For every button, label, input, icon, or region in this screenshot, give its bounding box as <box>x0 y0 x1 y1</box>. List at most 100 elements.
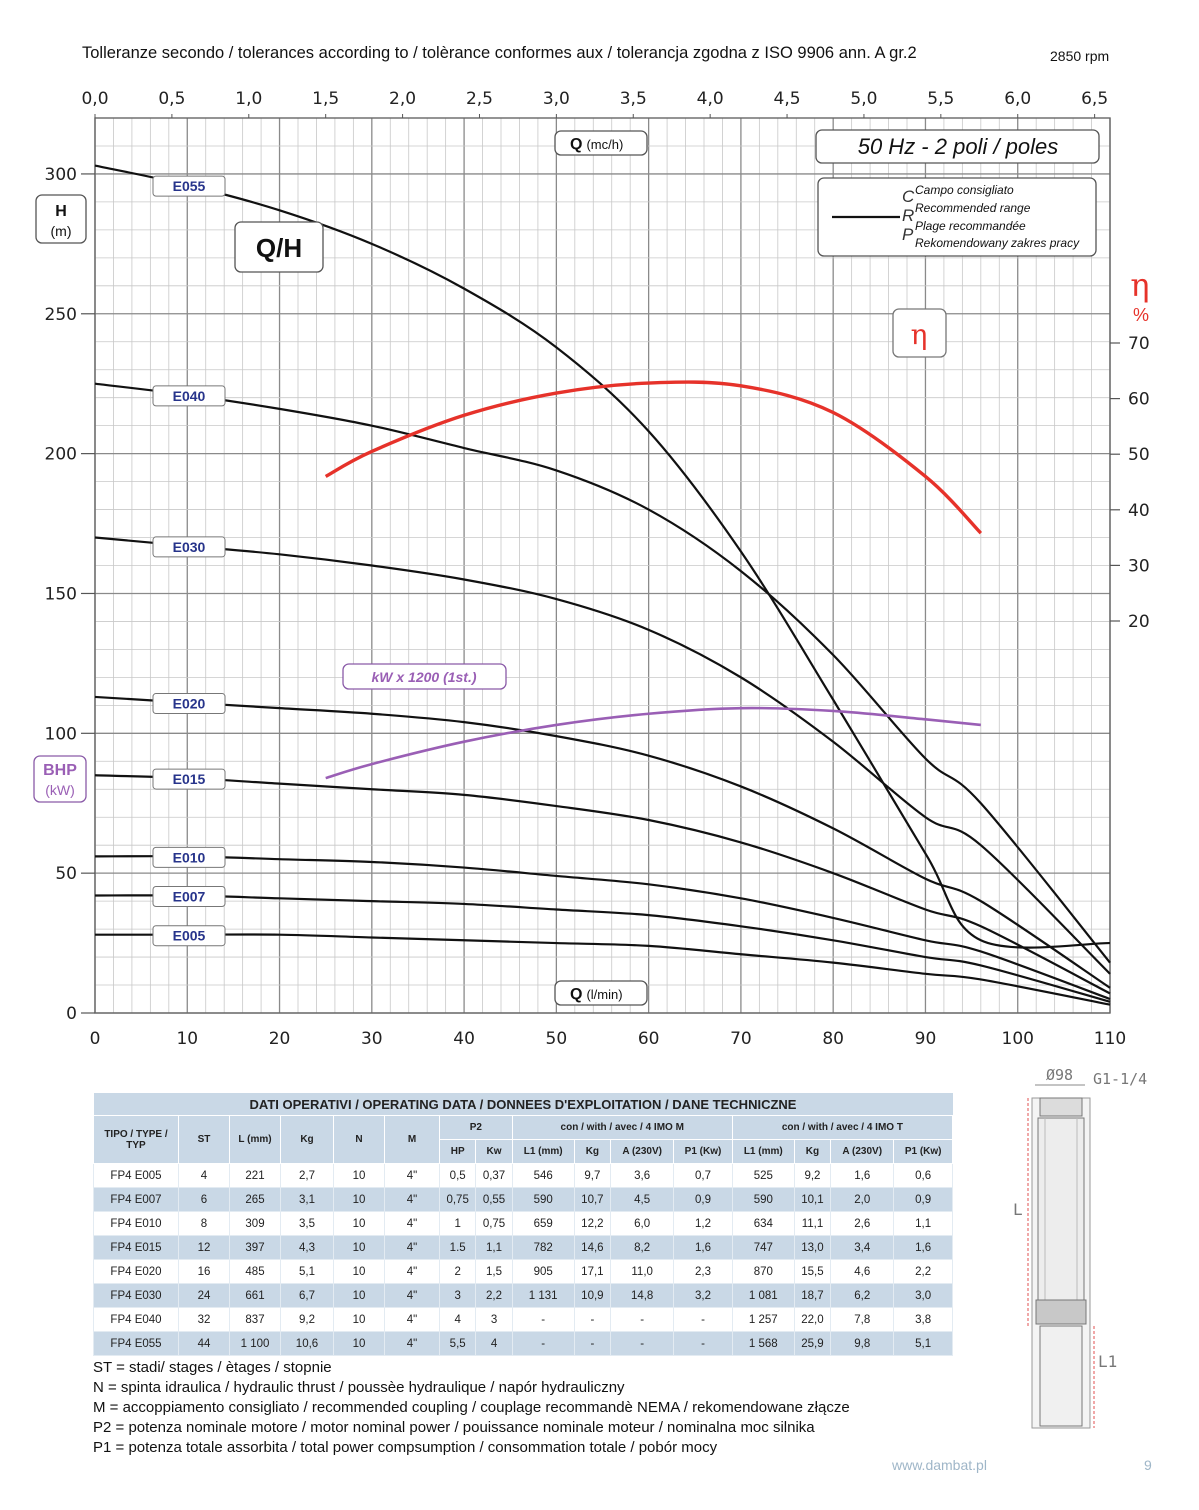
table-row: FP4 E040 32 837 9,2 10 4" 4 3- - - -1 257 22,0 7,8 3,… <box>93 1307 953 1332</box>
series-label-e055: E055 <box>173 178 206 194</box>
x-top-tick: 6,5 <box>1081 89 1108 109</box>
table-cell: 6,2 <box>830 1283 895 1308</box>
q-bottom-symbol: Q <box>570 986 582 1003</box>
table-cell: 6,7 <box>280 1283 334 1308</box>
table-cell: 22,0 <box>793 1307 832 1332</box>
table-cell: 12 <box>178 1235 230 1260</box>
table-cell: 1 257 <box>731 1307 795 1332</box>
head-curve-e005 <box>95 933 1111 1006</box>
x-bottom-tick: 80 <box>822 1029 844 1049</box>
series-label-e040: E040 <box>173 388 206 404</box>
table-cell: 3,4 <box>830 1235 895 1260</box>
y-left-tick: 50 <box>55 864 77 884</box>
table-cell: 0,5 <box>438 1163 477 1188</box>
table-cell: 2,3 <box>673 1259 733 1284</box>
group-p2: P2 <box>439 1115 513 1140</box>
table-cell: 0,75 <box>475 1211 513 1236</box>
eta-box-symbol: η <box>911 318 928 351</box>
note-st: ST = stadi/ stages / ètages / stopnie <box>93 1359 332 1376</box>
head-curve-e055 <box>94 164 1111 949</box>
table-cell: 1,6 <box>893 1235 953 1260</box>
x-bottom-tick: 110 <box>1094 1029 1126 1049</box>
table-cell: 24 <box>178 1283 230 1308</box>
table-cell: 6,0 <box>610 1211 675 1236</box>
power-curve <box>325 706 981 780</box>
table-cell: 4" <box>384 1307 440 1332</box>
table-cell: 221 <box>229 1163 281 1188</box>
table-cell: 9,8 <box>830 1331 895 1356</box>
table-cell: 485 <box>229 1259 281 1284</box>
table-cell: - <box>511 1307 575 1332</box>
table-cell: 1 100 <box>229 1331 281 1356</box>
eta-axis-unit: % <box>1133 305 1149 325</box>
table-cell: 25,9 <box>793 1331 832 1356</box>
y-left-tick: 100 <box>45 724 77 744</box>
series-label-box <box>152 536 226 558</box>
col-t-p1: P1 (Kw) <box>893 1139 953 1164</box>
table-cell: 4" <box>384 1259 440 1284</box>
col-t-l1: L1 (mm) <box>731 1139 795 1164</box>
table-cell: 3,5 <box>280 1211 334 1236</box>
q-bottom-unit: (l/min) <box>586 987 622 1002</box>
x-top-tick: 5,0 <box>850 89 877 109</box>
note-n: N = spinta idraulica / hydraulic thrust … <box>93 1379 625 1396</box>
table-cell: - <box>573 1307 612 1332</box>
note-p1: P1 = potenza totale assorbita / total po… <box>93 1439 718 1456</box>
series-label-box <box>152 768 226 790</box>
table-cell: 659 <box>511 1211 575 1236</box>
table-cell: 10 <box>333 1163 385 1188</box>
x-top-tick: 4,0 <box>697 89 724 109</box>
y-left-tick: 300 <box>45 165 77 185</box>
table-cell: 4 <box>438 1307 477 1332</box>
x-bottom-tick: 0 <box>90 1029 101 1049</box>
x-top-tick: 2,5 <box>466 89 493 109</box>
table-cell: 0,55 <box>475 1187 513 1212</box>
group-imo-m: con / with / avec / 4 IMO M <box>511 1115 733 1140</box>
table-cell: 4,5 <box>610 1187 675 1212</box>
rpm-label: 2850 rpm <box>1050 48 1110 64</box>
table-cell: 18,7 <box>793 1283 832 1308</box>
series-label-e005: E005 <box>173 928 206 944</box>
table-cell: FP4 E007 <box>93 1187 179 1212</box>
table-cell: 2,7 <box>280 1163 334 1188</box>
table-cell: 2,2 <box>475 1283 513 1308</box>
table-cell: 9,2 <box>793 1163 832 1188</box>
table-cell: FP4 E005 <box>93 1163 179 1188</box>
col-m-l1: L1 (mm) <box>511 1139 575 1164</box>
table-cell: 44 <box>178 1331 230 1356</box>
x-top-tick: 3,0 <box>543 89 570 109</box>
note-p2: P2 = potenza nominale motore / motor nom… <box>93 1419 815 1436</box>
x-top-tick: 6,0 <box>1004 89 1031 109</box>
head-curve-e040 <box>94 382 1111 964</box>
x-top-tick: 3,5 <box>620 89 647 109</box>
table-cell: 4" <box>384 1211 440 1236</box>
table-cell: 10 <box>333 1211 385 1236</box>
table-cell: - <box>573 1331 612 1356</box>
legend-text: Campo consigliato <box>915 183 1014 197</box>
table-cell: 4 <box>178 1163 230 1188</box>
x-bottom-tick: 50 <box>546 1029 568 1049</box>
table-cell: 14,8 <box>610 1283 675 1308</box>
series-label-box <box>152 385 226 407</box>
q-bottom-label: Q (l/min) <box>570 986 623 1003</box>
website-link[interactable]: www.dambat.pl <box>892 1457 987 1473</box>
col-t-kg: Kg <box>793 1139 832 1164</box>
table-cell: 0,7 <box>673 1163 733 1188</box>
table-cell: 1,1 <box>893 1211 953 1236</box>
chart-axes: 0,0 0,5 1,0 1,5 2,0 2,5 3,0 3,5 4,0 4,5 5,0 5,5 6,0 6… <box>45 89 1150 1049</box>
table-cell: 0,75 <box>438 1187 477 1212</box>
chart-labels: E055 E040 E030 E020 E015 E010 E007 E005 H (m) BHP (… <box>33 129 1150 1006</box>
series-label-e007: E007 <box>173 889 206 905</box>
series-label-e015: E015 <box>173 771 206 787</box>
table-cell: FP4 E055 <box>93 1331 179 1356</box>
y-left-tick: 200 <box>45 445 77 465</box>
table-cell: 265 <box>229 1187 281 1212</box>
table-cell: 4" <box>384 1283 440 1308</box>
x-top-tick: 5,5 <box>927 89 954 109</box>
table-cell: 782 <box>511 1235 575 1260</box>
table-cell: 1 081 <box>731 1283 795 1308</box>
table-cell: 590 <box>731 1187 795 1212</box>
q-top-symbol: Q <box>570 136 582 153</box>
table-cell: 0,9 <box>673 1187 733 1212</box>
table-cell: 1.5 <box>438 1235 477 1260</box>
